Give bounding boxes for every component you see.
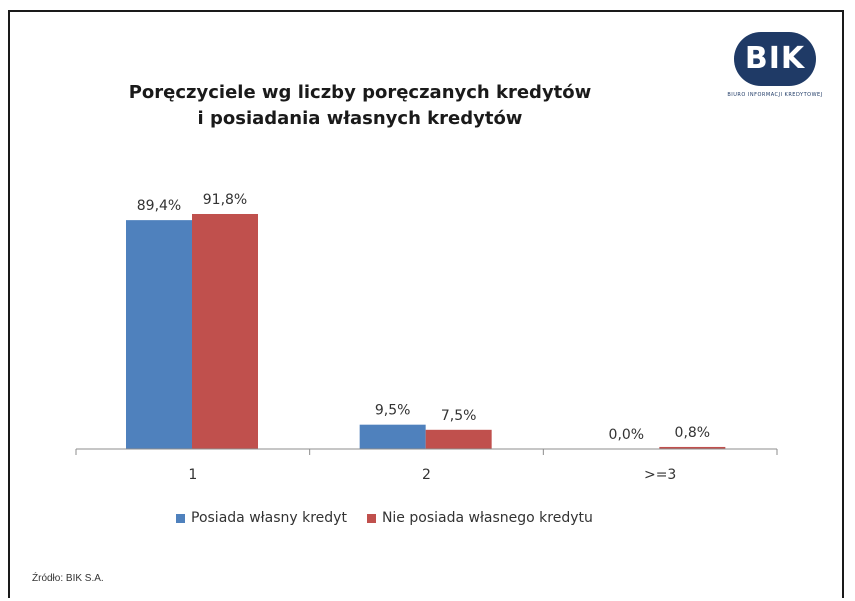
legend-swatch-series-2 (366, 513, 376, 523)
chart-title-line-2: i posiadania własnych kredytów (197, 108, 523, 129)
legend-item-series-1: Posiada własny kredyt (176, 510, 347, 526)
chart-title-line-1: Poręczyciele wg liczby poręczanych kredy… (128, 82, 592, 103)
chart-legend: Posiada własny kredyt Nie posiada własne… (176, 510, 613, 526)
legend-label-series-1: Posiada własny kredyt (191, 510, 347, 526)
logo-subtitle: BIURO INFORMACJI KREDYTOWEJ (727, 92, 823, 98)
legend-label-series-2: Nie posiada własnego kredytu (381, 510, 593, 526)
bar-2-2 (425, 429, 492, 449)
logo-mark: BIK (734, 32, 816, 86)
legend-item-series-2: Nie posiada własnego kredytu (366, 510, 593, 526)
data-label-2-2: 7,5% (441, 408, 477, 424)
bar-1-1 (126, 220, 192, 449)
source-note: Źródło: BIK S.A. (32, 573, 104, 584)
data-label-1-3: 0,0% (609, 427, 645, 443)
bar-2-3 (659, 446, 726, 449)
data-label-2-1: 91,8% (203, 192, 247, 208)
bik-logo: BIK BIURO INFORMACJI KREDYTOWEJ (700, 26, 850, 106)
data-label-1-2: 9,5% (375, 403, 411, 419)
chart-frame (8, 10, 844, 598)
legend-swatch-series-1 (176, 513, 185, 523)
data-label-1-1: 89,4% (137, 198, 181, 214)
data-label-2-3: 0,8% (675, 425, 711, 441)
bar-1-2 (359, 424, 426, 449)
x-tick-label-3: >=3 (644, 467, 676, 483)
x-tick-label-1: 1 (188, 467, 197, 483)
bar-2-1 (192, 213, 258, 449)
chart-title: Poręczyciele wg liczby poręczanych kredy… (100, 80, 620, 132)
x-tick-label-2: 2 (422, 467, 431, 483)
